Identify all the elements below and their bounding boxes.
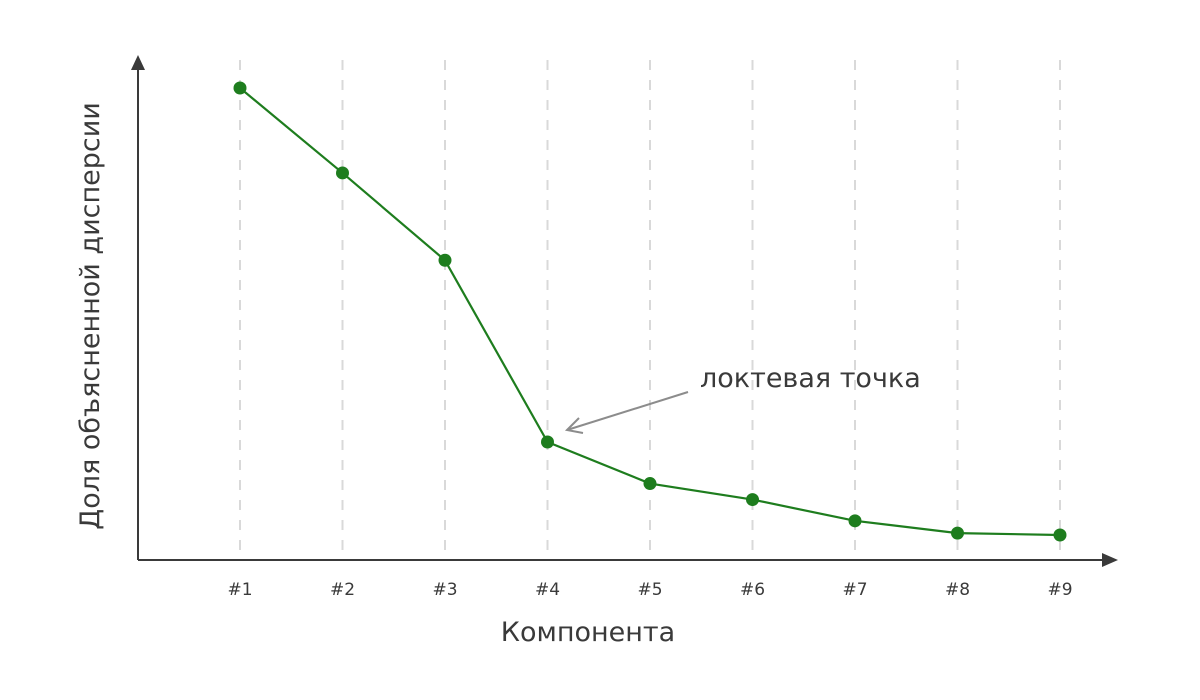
series-explained-variance	[233, 81, 1067, 542]
data-point	[438, 253, 452, 267]
axes	[131, 55, 1118, 567]
grid-lines	[239, 60, 1061, 556]
data-point	[643, 477, 657, 491]
data-point	[848, 514, 862, 528]
data-point	[233, 81, 247, 95]
x-tick-label: #3	[432, 580, 457, 600]
data-point	[1053, 528, 1067, 542]
x-axis-arrow	[1102, 553, 1118, 567]
x-tick-label: #4	[535, 580, 560, 600]
data-point	[541, 435, 554, 449]
x-axis-title: Компонента	[501, 617, 675, 648]
y-axis-title: Доля объясненной дисперсии	[75, 102, 106, 530]
x-tick-label: #2	[330, 580, 355, 600]
x-tick-labels: #1 #2 #3 #4 #5 #6 #7 #8 #9	[227, 580, 1072, 600]
data-point	[951, 526, 964, 540]
annotation-arrowhead	[564, 417, 584, 434]
data-point	[336, 166, 349, 180]
x-tick-label: #8	[945, 580, 970, 600]
data-point	[746, 493, 759, 507]
x-tick-label: #6	[740, 580, 765, 600]
x-tick-label: #5	[637, 580, 662, 600]
x-tick-label: #1	[227, 580, 252, 600]
y-axis-arrow	[131, 55, 145, 70]
x-tick-label: #7	[842, 580, 867, 600]
x-tick-label: #9	[1047, 580, 1072, 600]
elbow-annotation: локтевая точка	[564, 363, 921, 434]
annotation-arrow-shaft	[566, 391, 689, 431]
annotation-label: локтевая точка	[700, 363, 921, 394]
